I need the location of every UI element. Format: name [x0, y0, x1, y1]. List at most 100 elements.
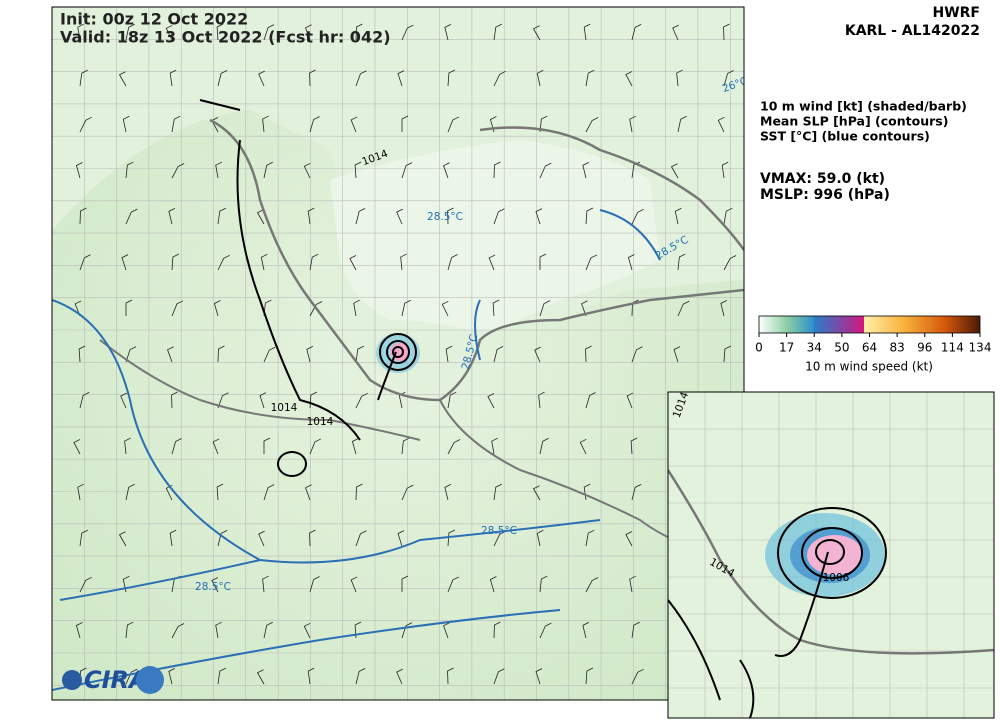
wind-barb — [400, 253, 407, 271]
wind-barb — [169, 69, 177, 87]
wind-barb — [396, 668, 403, 685]
wind-barb — [309, 253, 319, 271]
wind-barb — [535, 668, 543, 685]
wind-barb — [171, 623, 185, 639]
wind-barb — [122, 115, 130, 133]
colorbar-tick-label: 34 — [807, 341, 822, 355]
graticule — [52, 7, 744, 700]
wind-barb — [579, 438, 587, 455]
wind-barb — [74, 300, 82, 317]
wind-barb — [305, 24, 312, 41]
wind-barb — [262, 115, 269, 133]
gulf — [330, 140, 660, 330]
contour-label: 1006 — [823, 572, 850, 584]
wind-barb — [585, 667, 594, 685]
wind-barb — [493, 208, 505, 225]
wind-barb — [125, 346, 137, 363]
contour-label: 28.5°C — [427, 211, 463, 223]
wind-barb — [630, 437, 638, 455]
wind-barb — [539, 115, 548, 133]
wind-barb — [723, 255, 737, 271]
wind-barb — [401, 162, 413, 179]
wind-barb — [211, 577, 219, 593]
wind-barb — [539, 253, 547, 270]
wind-barb — [309, 529, 316, 547]
contour-label: 1014 — [307, 416, 334, 428]
wind-barb — [263, 346, 276, 363]
wind-barb — [631, 484, 642, 501]
wind-barb — [351, 438, 359, 455]
wind-barb — [263, 621, 273, 639]
wind-barb — [355, 483, 363, 501]
wind-barb — [171, 115, 181, 133]
wind-barb — [493, 668, 505, 685]
wind-barb — [677, 300, 690, 317]
wind-barb — [585, 577, 599, 593]
wind-barb — [447, 207, 454, 225]
wind-barb — [355, 530, 367, 547]
init-text: Init: 00z 12 Oct 2022 — [60, 10, 248, 29]
logo: CIRA — [62, 666, 164, 694]
wind-barb — [723, 70, 734, 87]
wind-barb — [723, 345, 732, 363]
wind-barb — [165, 24, 173, 41]
colorbar-tick-label: 83 — [889, 341, 904, 355]
wind-barb — [447, 576, 460, 593]
wind-barb — [263, 161, 273, 179]
wind-barb — [443, 622, 450, 639]
wind-barb — [670, 163, 679, 179]
wind-barb — [355, 70, 367, 87]
wind-barb — [125, 621, 134, 639]
wind-barb — [355, 392, 368, 409]
wind-barb — [625, 531, 633, 547]
wind-barb — [355, 345, 364, 363]
wind-barb — [212, 438, 220, 455]
wind-barb — [77, 23, 84, 41]
wind-barb — [723, 207, 733, 225]
slp-contour — [199, 99, 361, 441]
wind-barb — [77, 483, 84, 501]
wind-barb — [445, 345, 453, 363]
wind-barb — [217, 392, 229, 409]
wind-barb — [168, 668, 176, 685]
wind-barb — [672, 24, 679, 41]
wind-barb — [539, 575, 548, 593]
wind-barb — [441, 300, 449, 317]
vmax: VMAX: 59.0 (kt) — [760, 171, 885, 187]
coastline — [209, 118, 744, 402]
wind-barb — [263, 437, 271, 454]
colorbar-tick-label: 96 — [917, 341, 932, 355]
wind-barb — [79, 392, 90, 409]
wind-barb — [79, 116, 92, 133]
wind-barb — [447, 116, 460, 133]
wind-barb — [631, 621, 640, 639]
wind-barb — [539, 300, 551, 317]
wind-barb — [78, 345, 86, 363]
wind-barb — [444, 24, 452, 41]
wind-barb — [631, 346, 643, 363]
wind-barb — [256, 209, 265, 225]
wind-barb — [626, 392, 634, 409]
wind-barb — [79, 69, 88, 87]
storm — [376, 333, 420, 401]
wind-barb — [118, 531, 127, 547]
wind-barb — [492, 299, 500, 317]
wind-barb — [539, 162, 552, 179]
wind-barb — [303, 622, 311, 639]
wind-barb — [260, 253, 268, 271]
wind-barb — [217, 70, 228, 87]
coastline — [479, 126, 744, 251]
wind-barb — [215, 161, 222, 179]
wind-barb — [125, 299, 133, 316]
wind-barb — [487, 393, 495, 409]
wind-barb — [629, 575, 636, 593]
colorbar: 0 17 34 50 64 83 96 114 134 10 m wind speed (kt) — [755, 315, 991, 374]
wind-barb — [75, 622, 83, 639]
wind-barb — [401, 575, 409, 592]
wind-barb — [263, 24, 275, 41]
wind-barb — [73, 439, 81, 455]
wind-barb — [489, 576, 497, 593]
wind-barb — [493, 346, 504, 363]
wind-barb — [216, 23, 224, 41]
wind-barb — [120, 392, 127, 409]
